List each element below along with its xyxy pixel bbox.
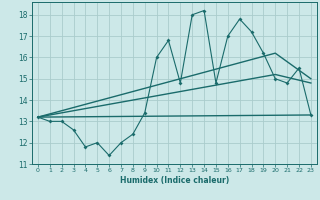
X-axis label: Humidex (Indice chaleur): Humidex (Indice chaleur): [120, 176, 229, 185]
